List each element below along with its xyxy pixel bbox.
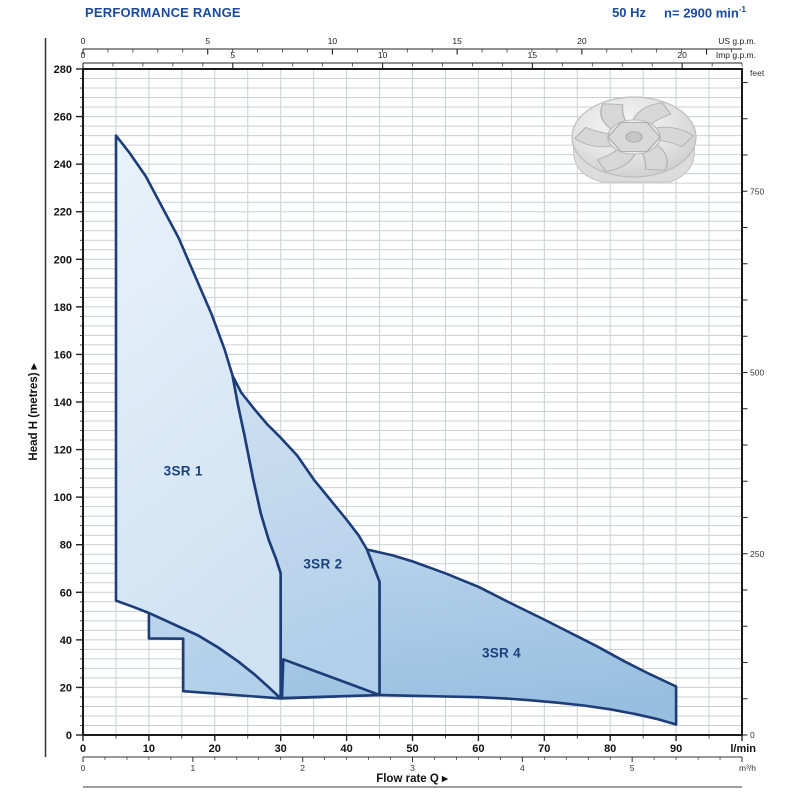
axis-tick-label: 500 [750, 368, 764, 378]
region-3sr4 [280, 548, 678, 726]
axis-tick-label: 0 [81, 50, 86, 60]
axis-tick-label: 15 [452, 36, 462, 46]
axis-tick-label: 70 [538, 743, 550, 755]
axis-tick-label: 240 [54, 159, 72, 171]
y-axis-title: Head H (metres) ▸ [28, 362, 40, 460]
axis-tick-label: 160 [54, 349, 72, 361]
series-label: 3SR 4 [482, 646, 521, 661]
axis-tick-label: 20 [60, 682, 72, 694]
axis-tick-label: 120 [54, 445, 72, 457]
frame-rules [44, 38, 742, 788]
axis-tick-label: 0 [81, 36, 86, 46]
series-label: 3SR 2 [303, 557, 342, 572]
axis-tick-label: 0 [66, 730, 72, 742]
axis-tick-label: 5 [205, 36, 210, 46]
axis-tick-label: 10 [328, 36, 338, 46]
page-title: PERFORMANCE RANGE [85, 5, 241, 20]
axis-tick-label: 140 [54, 397, 72, 409]
axes: 0204060801001201401601802002202402602800… [28, 36, 765, 785]
impeller-image [571, 96, 697, 183]
axis-tick-label: 5 [630, 763, 635, 773]
axis-tick-label: 0 [80, 743, 86, 755]
header-speed-info: 50 Hz n= 2900 min-1 [612, 5, 746, 20]
axis-tick-label: 20 [209, 743, 221, 755]
axis-tick-label: 250 [750, 549, 764, 559]
axis-tick-label: 750 [750, 186, 764, 196]
series-label: 3SR 1 [164, 464, 203, 479]
impeller-graphic [571, 96, 697, 183]
axis-tick-label: 0 [81, 763, 86, 773]
axis-tick-label: 3 [410, 763, 415, 773]
speed-label: n= 2900 min-1 [664, 5, 746, 21]
axis-tick-label: 10 [143, 743, 155, 755]
frequency-label: 50 Hz [612, 5, 647, 20]
axis-tick-label: 80 [604, 743, 616, 755]
x-axis-title: Flow rate Q ▸ [376, 773, 449, 785]
axis-tick-label: 0 [750, 730, 755, 740]
axis-tick-label: 4 [520, 763, 525, 773]
axis-tick-label: 260 [54, 112, 72, 124]
pump-range-regions [114, 134, 678, 726]
axis-tick-label: 40 [340, 743, 352, 755]
axis-tick-label: 100 [54, 492, 72, 504]
axis-tick-label: 60 [60, 587, 72, 599]
lmin-unit-label: l/min [730, 743, 756, 755]
feet-unit-label: feet [750, 68, 765, 78]
m3h-unit-label: m³/h [739, 763, 756, 773]
usgpm-unit-label: US g.p.m. [718, 36, 756, 46]
axis-tick-label: 15 [528, 50, 538, 60]
axis-tick-label: 280 [54, 64, 72, 76]
axis-tick-label: 10 [378, 50, 388, 60]
axis-tick-label: 60 [472, 743, 484, 755]
axis-tick-label: 40 [60, 635, 72, 647]
axis-tick-label: 80 [60, 540, 72, 552]
axis-tick-label: 20 [677, 50, 687, 60]
axis-tick-label: 30 [275, 743, 287, 755]
region-labels: 3SR 1 3SR 2 3SR 4 [164, 464, 521, 661]
axis-tick-label: 5 [230, 50, 235, 60]
axis-tick-label: 220 [54, 207, 72, 219]
impgpm-unit-label: Imp g.p.m. [716, 50, 756, 60]
axis-tick-label: 50 [406, 743, 418, 755]
axis-tick-label: 90 [670, 743, 682, 755]
axis-tick-label: 1 [190, 763, 195, 773]
axis-tick-label: 180 [54, 302, 72, 314]
axis-tick-label: 20 [577, 36, 587, 46]
axis-tick-label: 2 [300, 763, 305, 773]
axis-tick-label: 200 [54, 254, 72, 266]
